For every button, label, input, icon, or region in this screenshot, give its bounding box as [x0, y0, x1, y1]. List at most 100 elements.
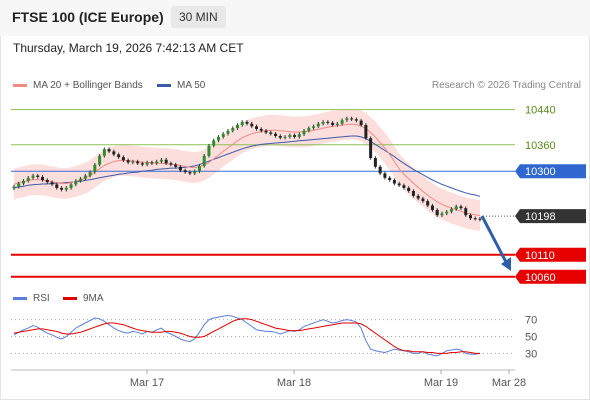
candle-body: [264, 130, 268, 133]
projection-arrow-head: [501, 257, 511, 271]
candle-body: [293, 135, 297, 137]
candle-body: [64, 187, 68, 190]
candle-body: [36, 175, 40, 177]
candle-body: [421, 198, 425, 202]
candle-body: [373, 158, 377, 167]
candle-body: [221, 133, 225, 137]
candle-body: [278, 136, 282, 138]
legend-rsi: RSI: [13, 293, 50, 304]
candle-body: [45, 180, 49, 183]
candle-body: [174, 164, 178, 167]
candle-body: [388, 177, 392, 180]
candle-body: [283, 136, 287, 138]
candle-body: [307, 128, 311, 131]
candle-body: [79, 178, 83, 181]
candle-body: [364, 125, 368, 139]
9ma-label: 9MA: [83, 293, 104, 304]
candle-body: [74, 180, 78, 185]
candle-body: [136, 161, 140, 164]
candle-body: [178, 166, 182, 171]
level-label-10198: 10198: [525, 211, 556, 223]
candle-body: [269, 132, 273, 134]
legend-9ma: 9MA: [63, 293, 104, 304]
rsi-9ma-line: [13, 318, 480, 354]
legend-ma50: MA 50: [157, 80, 205, 91]
candle-body: [212, 140, 216, 146]
candle-body: [288, 135, 292, 137]
candle-body: [464, 208, 468, 216]
candle-body: [41, 176, 45, 180]
projection-arrow-line: [480, 215, 508, 263]
candle-body: [50, 182, 54, 185]
candle-body: [316, 123, 320, 127]
9ma-swatch: [63, 297, 77, 300]
candle-body: [131, 161, 135, 163]
level-tag-10198: [515, 209, 586, 224]
x-tick-label: Mar 18: [277, 377, 311, 389]
candle-body: [55, 184, 59, 188]
candle-body: [435, 209, 439, 216]
candle-body: [369, 138, 373, 158]
candle-body: [93, 164, 97, 173]
candle-body: [430, 205, 434, 210]
candle-body: [297, 134, 301, 137]
ma20-swatch: [13, 84, 27, 87]
chart-header: FTSE 100 (ICE Europe) 30 MIN: [0, 0, 590, 36]
candle-body: [274, 133, 278, 136]
candle-body: [98, 155, 102, 165]
candle-body: [255, 126, 259, 129]
candle-body: [331, 122, 335, 125]
level-tag-10060: [515, 269, 586, 284]
candle-body: [216, 136, 220, 141]
bollinger-band: [14, 108, 480, 231]
candle-body: [473, 218, 477, 220]
candle-body: [454, 206, 458, 210]
candle-body: [164, 159, 168, 164]
candle-body: [140, 163, 144, 165]
candle-body: [426, 201, 430, 206]
interval-button[interactable]: 30 MIN: [171, 6, 226, 28]
candle-body: [145, 162, 149, 165]
x-tick-label: Mar 17: [130, 377, 164, 389]
candle-body: [478, 218, 482, 220]
rsi-tick-30: 30: [525, 348, 537, 360]
instrument-title: FTSE 100 (ICE Europe): [12, 9, 164, 25]
candle-body: [445, 211, 449, 214]
rsi-line: [13, 314, 481, 357]
candle-body: [121, 157, 125, 161]
candle-body: [188, 172, 192, 174]
candle-body: [31, 175, 35, 178]
candle-body: [117, 154, 121, 158]
candle-body: [402, 185, 406, 188]
ma50-swatch: [157, 84, 171, 87]
candle-body: [83, 175, 87, 179]
rsi-swatch: [13, 297, 27, 300]
candle-body: [102, 149, 106, 156]
candle-body: [126, 160, 130, 163]
candle-body: [326, 121, 330, 123]
candle-body: [197, 165, 201, 172]
candle-body: [207, 145, 211, 156]
candle-body: [240, 121, 244, 125]
candle-body: [411, 191, 415, 196]
candle-body: [69, 184, 73, 188]
candle-body: [88, 172, 92, 176]
candle-body: [407, 187, 411, 191]
candle-body: [449, 209, 453, 212]
candle-body: [245, 121, 249, 124]
candle-body: [155, 161, 159, 164]
candle-body: [235, 125, 239, 129]
candle-body: [335, 123, 339, 125]
candle-body: [250, 123, 254, 127]
candle-body: [440, 213, 444, 216]
candle-body: [12, 186, 16, 189]
level-tag-10110: [515, 247, 586, 262]
candle-body: [350, 118, 354, 120]
level-label-10110: 10110: [525, 250, 555, 262]
ma20-line: [13, 123, 481, 217]
candle-body: [312, 126, 316, 129]
level-tag-10300: [515, 164, 586, 179]
candle-body: [17, 183, 21, 187]
ma50-line: [13, 135, 481, 197]
